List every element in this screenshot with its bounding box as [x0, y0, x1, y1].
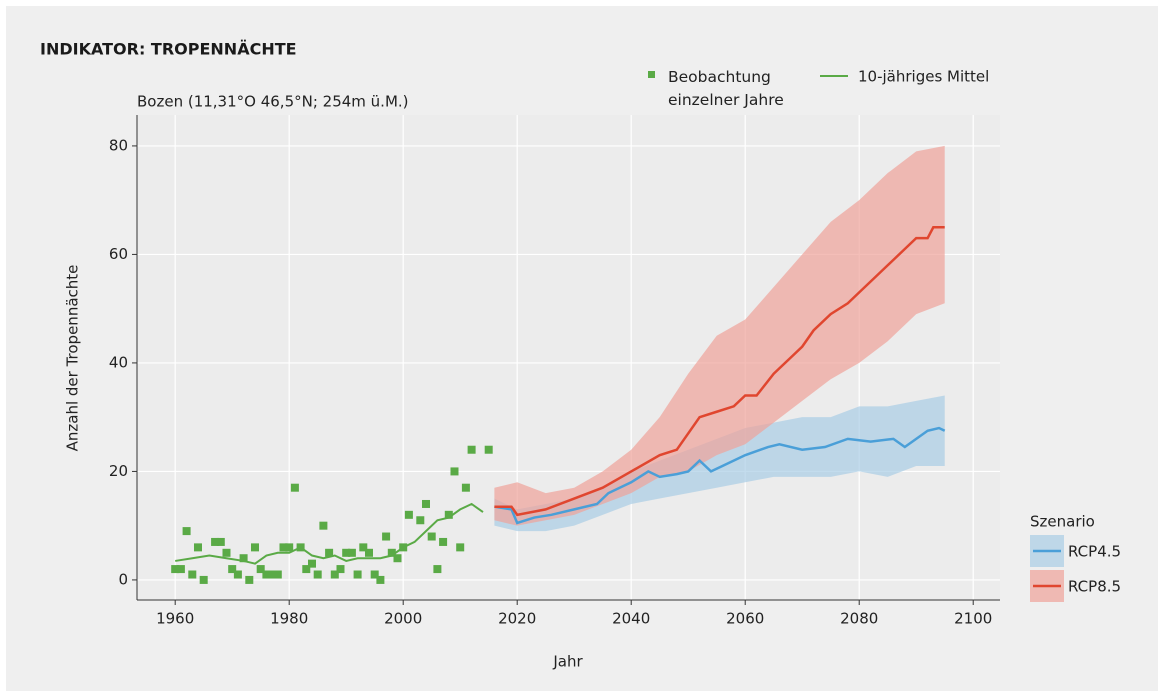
observation [307, 559, 316, 568]
observation [285, 543, 294, 552]
observation [359, 543, 368, 552]
observation [336, 565, 345, 574]
series-line [494, 426, 946, 525]
plot-area [137, 115, 1000, 600]
y-tick-label: 0 [118, 570, 128, 588]
observation [376, 575, 385, 584]
observation [273, 570, 282, 579]
band [494, 145, 945, 526]
observation [176, 565, 185, 574]
observation [444, 510, 453, 519]
y-axis-label: Anzahl der Tropennächte [64, 265, 82, 452]
observation [216, 537, 225, 546]
observation [171, 565, 180, 574]
observation [268, 570, 277, 579]
observation [484, 445, 493, 454]
observation [279, 543, 288, 552]
observation [211, 537, 220, 546]
observation [256, 565, 265, 574]
observation [416, 516, 425, 525]
y-tick-label: 60 [109, 245, 128, 263]
observation [370, 570, 379, 579]
observation [421, 499, 430, 508]
observation [347, 548, 356, 557]
observation [342, 548, 351, 557]
observation [427, 532, 436, 541]
observation [193, 543, 202, 552]
x-tick-label: 1980 [270, 610, 308, 628]
observation [250, 543, 259, 552]
observation [199, 575, 208, 584]
observation [313, 570, 322, 579]
x-tick-label: 2020 [498, 610, 536, 628]
observation [330, 570, 339, 579]
observation [245, 575, 254, 584]
observation [404, 510, 413, 519]
subtitle: Bozen (11,31°O 46,5°N; 254m ü.M.) [137, 93, 409, 111]
observation [439, 537, 448, 546]
legend-label: RCP8.5 [1068, 578, 1121, 596]
observation [262, 570, 271, 579]
observation [182, 527, 191, 536]
observation [188, 570, 197, 579]
x-axis-label: Jahr [552, 653, 583, 671]
legend-label: 10-jähriges Mittel [858, 68, 989, 86]
observation [393, 554, 402, 563]
x-tick-label: 1960 [156, 610, 194, 628]
legend-label: Beobachtung einzelner Jahre [668, 68, 784, 109]
x-tick-label: 2000 [384, 610, 422, 628]
observation [461, 483, 470, 492]
observation [325, 548, 334, 557]
observation [382, 532, 391, 541]
observation [467, 445, 476, 454]
x-tick-label: 2100 [954, 610, 992, 628]
x-tick-label: 2040 [612, 610, 650, 628]
observation [239, 554, 248, 563]
chart-title: INDIKATOR: TROPENNÄCHTE [40, 40, 297, 59]
legend-swatch [648, 71, 655, 78]
legend-title: Szenario [1030, 513, 1095, 531]
observation [222, 548, 231, 557]
observation [353, 570, 362, 579]
x-tick-label: 2080 [840, 610, 878, 628]
observation [233, 570, 242, 579]
observation [290, 483, 299, 492]
observation [302, 565, 311, 574]
observation [433, 565, 442, 574]
x-tick-label: 2060 [726, 610, 764, 628]
observation [364, 548, 373, 557]
observation [319, 521, 328, 530]
observation [228, 565, 237, 574]
series-line [494, 226, 945, 517]
y-tick-label: 80 [109, 136, 128, 154]
y-tick-label: 20 [109, 462, 128, 480]
observation [456, 543, 465, 552]
observation [450, 467, 459, 476]
legend-label: RCP4.5 [1068, 543, 1121, 561]
y-tick-label: 40 [109, 353, 128, 371]
mean-line [175, 502, 484, 565]
observation [387, 548, 396, 557]
